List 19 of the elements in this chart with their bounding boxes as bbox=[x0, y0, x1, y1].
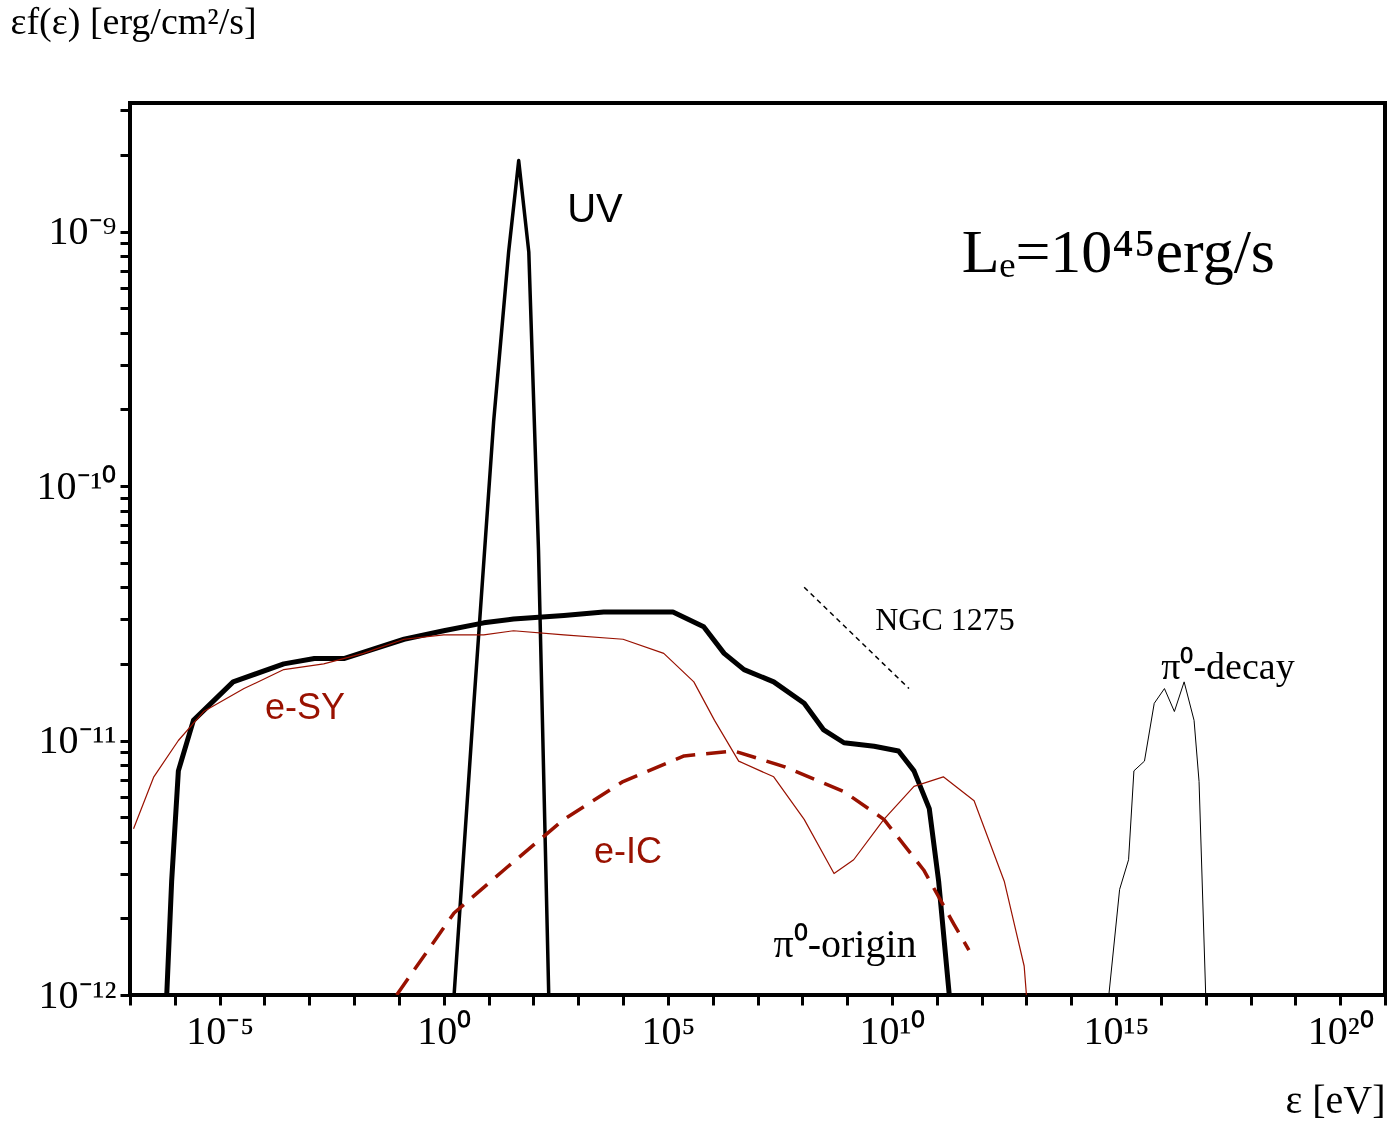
annotation: e-SY bbox=[264, 686, 346, 727]
x-tick-label: 10²⁰ bbox=[1307, 1007, 1374, 1053]
x-tick-label: 10⁵ bbox=[641, 1007, 696, 1053]
y-axis-title: εf(ε) [erg/cm²/s] bbox=[10, 0, 257, 43]
x-axis-title: ε [eV] bbox=[1285, 1076, 1386, 1122]
y-tick-label: 10⁻¹¹ bbox=[38, 717, 117, 763]
y-tick-label: 10⁻¹² bbox=[38, 971, 117, 1017]
x-tick-label: 10⁻⁵ bbox=[186, 1007, 255, 1053]
annotation: UV bbox=[567, 186, 624, 230]
y-tick-label: 10⁻¹⁰ bbox=[36, 462, 117, 508]
x-tick-label: 10⁰ bbox=[417, 1007, 472, 1053]
annotation: Lₑ=10⁴⁵erg/s bbox=[961, 217, 1275, 285]
x-tick-label: 10¹⁰ bbox=[859, 1007, 926, 1053]
y-tick-label: 10⁻⁹ bbox=[48, 208, 117, 254]
annotation: π⁰-origin bbox=[773, 921, 917, 966]
x-tick-label: 10¹⁵ bbox=[1083, 1007, 1150, 1053]
annotation: e-IC bbox=[593, 830, 663, 871]
annotation: π⁰-decay bbox=[1161, 645, 1295, 687]
annotation: NGC 1275 bbox=[875, 601, 1015, 637]
